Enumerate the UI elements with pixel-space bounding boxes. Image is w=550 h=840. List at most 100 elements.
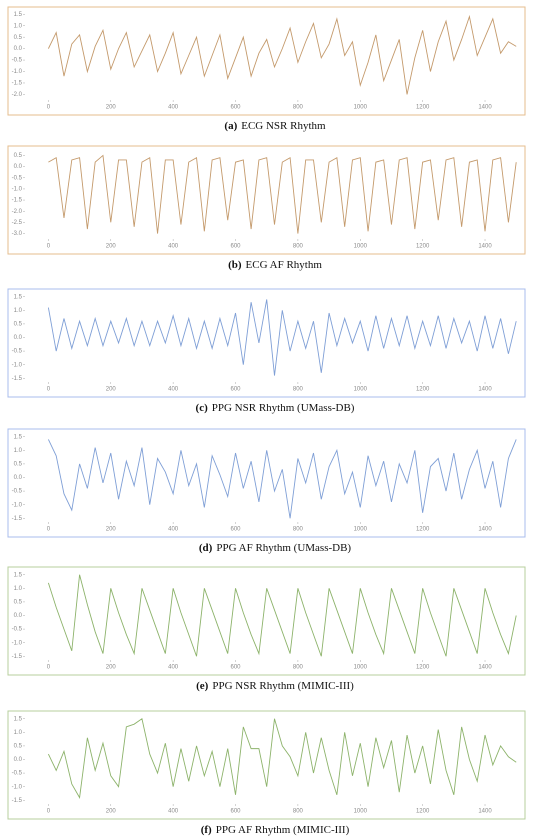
x-tick-label: 600 bbox=[231, 105, 242, 111]
signal-line bbox=[47, 14, 517, 95]
y-tick-label: -1.5 bbox=[12, 198, 23, 204]
signal-line bbox=[47, 574, 517, 657]
caption: (a) ECG NSR Rhythm bbox=[224, 120, 326, 132]
caption-text: PPG NSR Rhythm (UMass-DB) bbox=[212, 402, 355, 414]
panel-frame bbox=[7, 145, 526, 255]
x-tick-label: 800 bbox=[293, 105, 304, 111]
y-tick-label: -0.5 bbox=[12, 489, 23, 495]
y-tick-label: -1.5 bbox=[12, 798, 23, 804]
x-tick-label: 400 bbox=[168, 387, 179, 393]
x-tick-label: 0 bbox=[47, 527, 51, 533]
y-tick-label: -2.5 bbox=[12, 220, 23, 226]
x-tick-label: 200 bbox=[106, 387, 117, 393]
y-tick-label: 1.0 bbox=[14, 23, 23, 29]
y-tick-label: -0.5 bbox=[12, 349, 23, 355]
y-tick-label: 1.5 bbox=[14, 572, 23, 578]
caption-label: (d) bbox=[199, 542, 213, 554]
x-tick-label: 1000 bbox=[354, 527, 368, 533]
x-tick-label: 200 bbox=[106, 527, 117, 533]
y-tick-label: -0.5 bbox=[12, 175, 23, 181]
x-tick-label: 1000 bbox=[354, 665, 368, 671]
x-tick-label: 400 bbox=[168, 527, 179, 533]
y-tick-label: 0.0 bbox=[14, 46, 23, 52]
x-tick-label: 1200 bbox=[416, 244, 430, 250]
y-tick-label: -2.0 bbox=[12, 209, 23, 215]
y-tick-label: 1.0 bbox=[14, 308, 23, 314]
x-tick-label: 400 bbox=[168, 665, 179, 671]
y-tick-label: -0.5 bbox=[12, 58, 23, 64]
caption-text: PPG NSR Rhythm (MIMIC-III) bbox=[212, 680, 354, 692]
y-tick-label: 1.5 bbox=[14, 12, 23, 18]
panel-frame bbox=[7, 288, 526, 398]
x-tick-label: 1200 bbox=[416, 387, 430, 393]
x-tick-label: 200 bbox=[106, 105, 117, 111]
x-tick-label: 600 bbox=[231, 665, 242, 671]
x-tick-label: 600 bbox=[231, 244, 242, 250]
x-tick-label: 1400 bbox=[478, 105, 492, 111]
signal-line bbox=[47, 439, 517, 519]
y-tick-label: 0.0 bbox=[14, 613, 23, 619]
x-tick-label: 600 bbox=[231, 809, 242, 815]
y-tick-label: -1.0 bbox=[12, 69, 23, 75]
y-tick-label: 0.0 bbox=[14, 164, 23, 170]
y-tick-label: -1.5 bbox=[12, 654, 23, 660]
y-tick-label: 0.5 bbox=[14, 599, 23, 605]
x-tick-label: 1400 bbox=[478, 665, 492, 671]
caption-label: (c) bbox=[196, 402, 209, 414]
y-tick-label: 0.0 bbox=[14, 475, 23, 481]
x-tick-label: 1400 bbox=[478, 387, 492, 393]
caption-text: PPG AF Rhythm (MIMIC-III) bbox=[216, 824, 350, 836]
x-tick-label: 1400 bbox=[478, 244, 492, 250]
y-tick-label: 0.0 bbox=[14, 335, 23, 341]
y-tick-label: 0.5 bbox=[14, 35, 23, 41]
y-tick-label: 0.0 bbox=[14, 757, 23, 763]
caption: (e) PPG NSR Rhythm (MIMIC-III) bbox=[196, 680, 354, 692]
caption-label: (e) bbox=[196, 680, 209, 692]
x-tick-label: 1200 bbox=[416, 665, 430, 671]
x-tick-label: 0 bbox=[47, 665, 51, 671]
caption-label: (f) bbox=[201, 824, 212, 836]
y-tick-label: -0.5 bbox=[12, 771, 23, 777]
x-tick-label: 1200 bbox=[416, 809, 430, 815]
x-tick-label: 200 bbox=[106, 809, 117, 815]
x-tick-label: 1000 bbox=[354, 809, 368, 815]
x-tick-label: 0 bbox=[47, 387, 51, 393]
signal-line bbox=[47, 299, 517, 376]
y-tick-label: 0.5 bbox=[14, 321, 23, 327]
x-tick-label: 1200 bbox=[416, 527, 430, 533]
y-tick-label: -3.0 bbox=[12, 231, 23, 237]
x-tick-label: 1200 bbox=[416, 105, 430, 111]
x-tick-label: 400 bbox=[168, 244, 179, 250]
x-tick-label: 0 bbox=[47, 244, 51, 250]
panel-frame bbox=[7, 710, 526, 820]
y-tick-label: 1.0 bbox=[14, 448, 23, 454]
y-tick-label: 1.0 bbox=[14, 586, 23, 592]
x-tick-label: 600 bbox=[231, 527, 242, 533]
x-tick-label: 200 bbox=[106, 665, 117, 671]
x-tick-label: 800 bbox=[293, 527, 304, 533]
y-tick-label: -1.5 bbox=[12, 81, 23, 87]
caption: (f) PPG AF Rhythm (MIMIC-III) bbox=[201, 824, 350, 836]
y-tick-label: 1.0 bbox=[14, 730, 23, 736]
caption-label: (b) bbox=[228, 259, 242, 271]
y-tick-label: -0.5 bbox=[12, 627, 23, 633]
caption: (c) PPG NSR Rhythm (UMass-DB) bbox=[196, 402, 355, 414]
y-tick-label: 0.5 bbox=[14, 743, 23, 749]
caption-text: PPG AF Rhythm (UMass-DB) bbox=[216, 542, 351, 554]
x-tick-label: 1400 bbox=[478, 527, 492, 533]
y-tick-label: 1.5 bbox=[14, 716, 23, 722]
y-tick-label: -2.0 bbox=[12, 92, 23, 98]
y-tick-label: -1.0 bbox=[12, 502, 23, 508]
x-tick-label: 600 bbox=[231, 387, 242, 393]
y-tick-label: -1.0 bbox=[12, 784, 23, 790]
y-tick-label: 0.5 bbox=[14, 153, 23, 159]
x-tick-label: 400 bbox=[168, 105, 179, 111]
panel-frame bbox=[7, 566, 526, 676]
caption: (b) ECG AF Rhythm bbox=[228, 259, 322, 271]
panel-frame bbox=[7, 6, 526, 116]
caption-label: (a) bbox=[224, 120, 237, 132]
signal-line bbox=[47, 717, 517, 799]
caption-text: ECG NSR Rhythm bbox=[241, 120, 326, 132]
caption: (d) PPG AF Rhythm (UMass-DB) bbox=[199, 542, 352, 554]
